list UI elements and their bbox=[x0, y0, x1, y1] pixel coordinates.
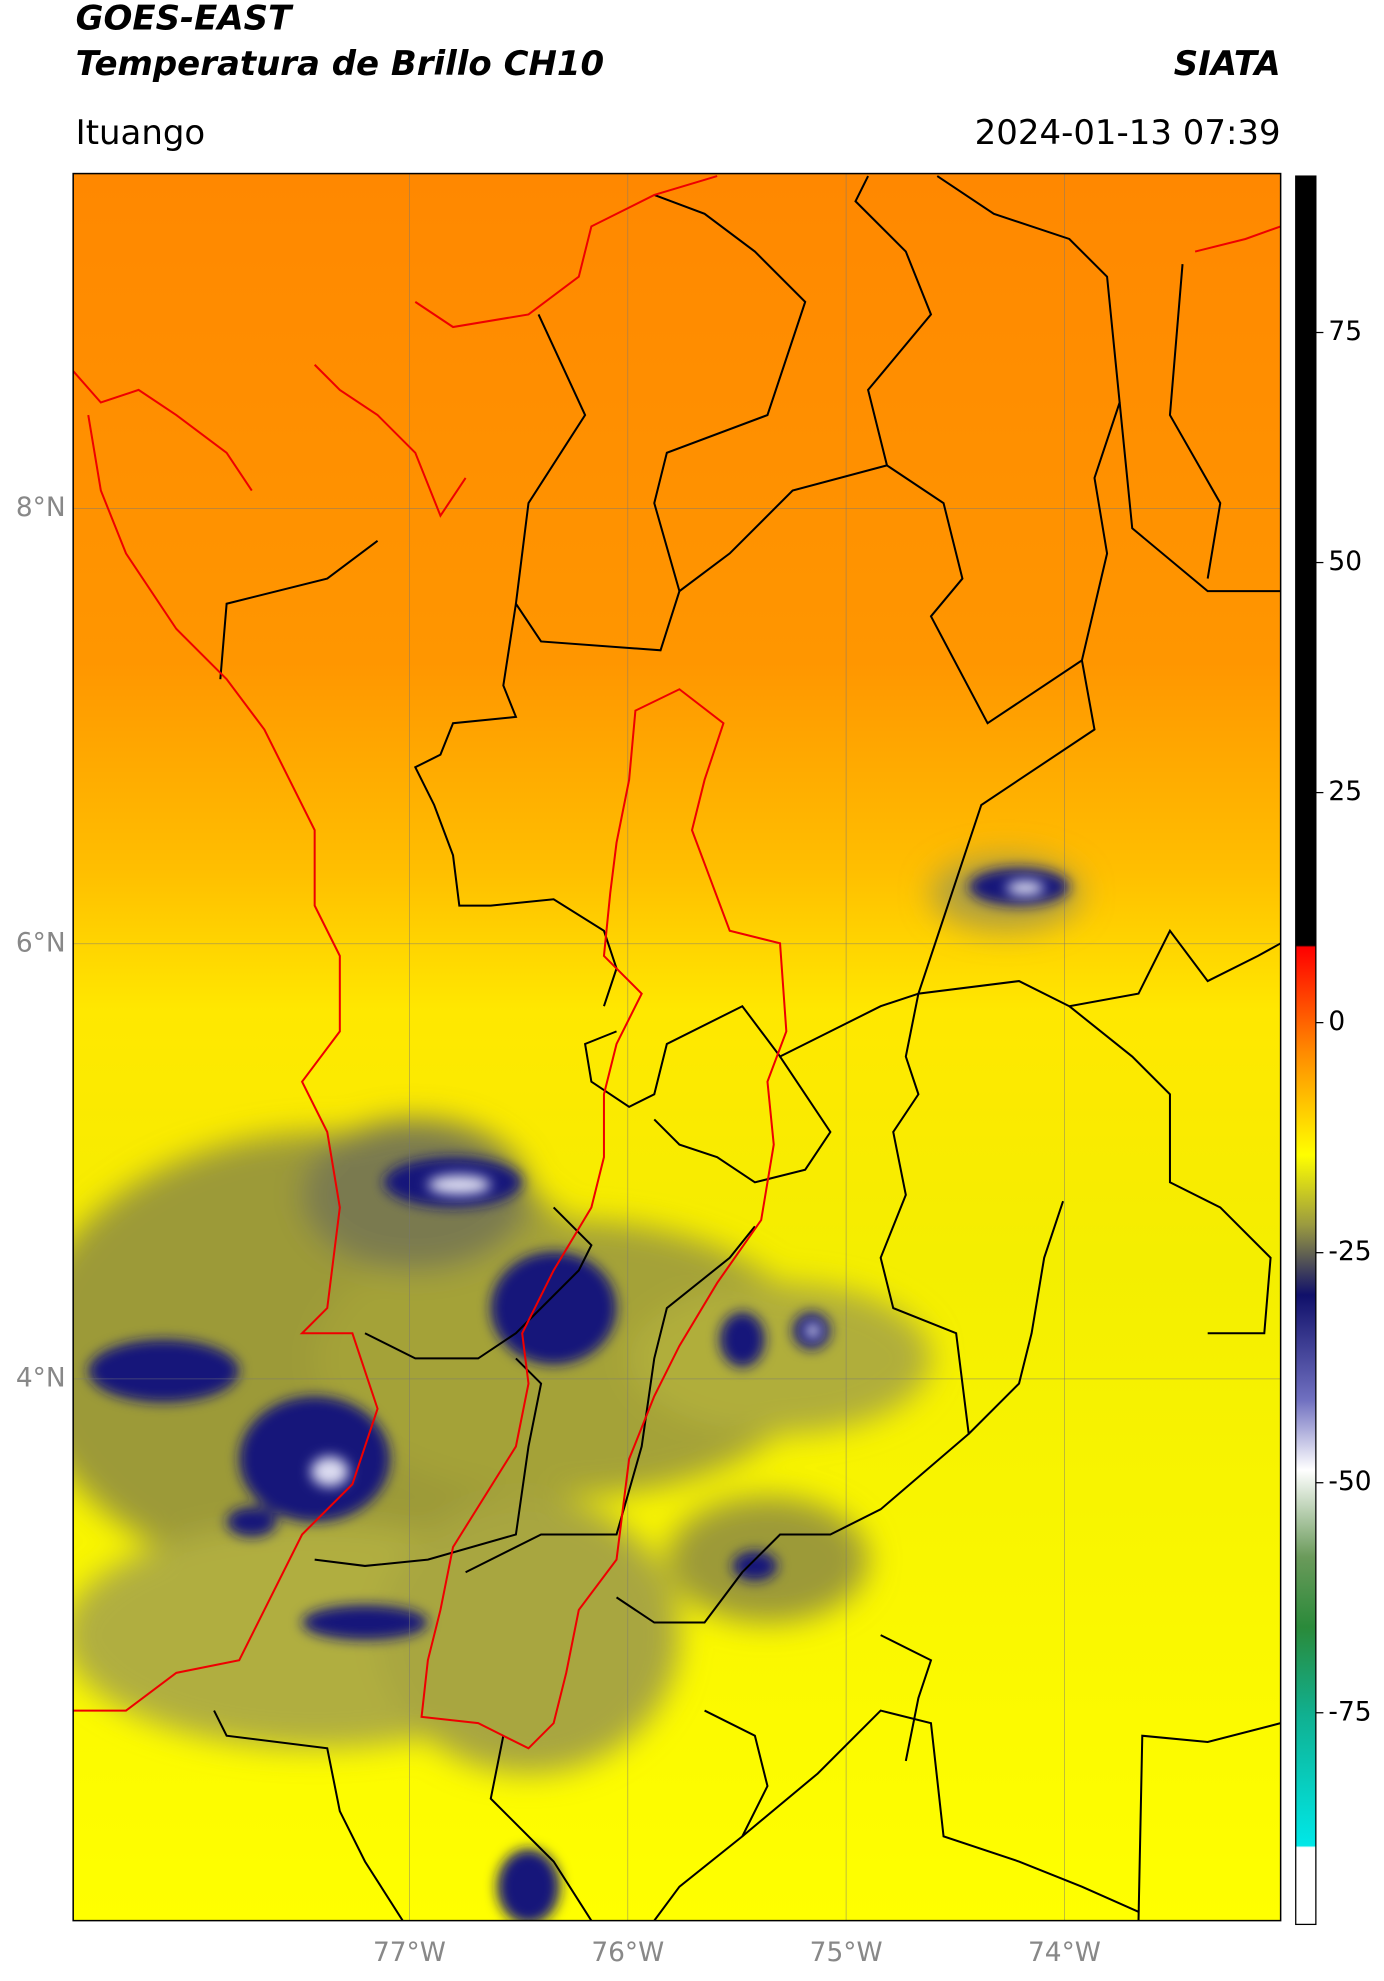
graticule bbox=[73, 173, 1281, 1921]
lon-tick-label: 74°W bbox=[1028, 1937, 1101, 1968]
lat-tick-label: 4°N bbox=[16, 1362, 66, 1393]
department-borders bbox=[213, 175, 1281, 1921]
colorbar bbox=[1295, 175, 1317, 1926]
lat-tick-label: 6°N bbox=[16, 927, 66, 958]
colorbar-tick-label: 50 bbox=[1328, 546, 1362, 577]
colorbar-tick-label: 75 bbox=[1328, 316, 1362, 347]
coldest-tops bbox=[310, 880, 1045, 1487]
colorbar-tick-label: 25 bbox=[1328, 776, 1362, 807]
map-frame bbox=[72, 172, 1282, 1922]
map bbox=[73, 173, 1281, 1921]
coastline-and-basin bbox=[73, 175, 1281, 1750]
colorbar-tick-label: -25 bbox=[1328, 1236, 1371, 1267]
lon-tick-label: 76°W bbox=[591, 1937, 664, 1968]
lon-tick-label: 77°W bbox=[373, 1937, 446, 1968]
location: Ituango bbox=[76, 113, 206, 153]
brand: SIATA bbox=[1174, 44, 1281, 84]
colorbar-tick-label: -50 bbox=[1328, 1466, 1371, 1497]
title: GOES-EAST bbox=[76, 0, 294, 39]
subtitle: Temperatura de Brillo CH10 bbox=[76, 44, 604, 84]
colorbar-tick-label: 0 bbox=[1328, 1006, 1345, 1037]
datetime: 2024-01-13 07:39 bbox=[975, 113, 1281, 153]
colorbar-tick-label: -75 bbox=[1328, 1696, 1371, 1727]
cold-tops bbox=[88, 867, 1070, 1921]
lon-tick-label: 75°W bbox=[810, 1937, 883, 1968]
ticks: 8°N 6°N 4°N 77°W 76°W 75°W 74°W 75 50 25 0 -25 -50 -7… bbox=[16, 316, 1372, 1968]
lat-tick-label: 8°N bbox=[16, 492, 66, 523]
